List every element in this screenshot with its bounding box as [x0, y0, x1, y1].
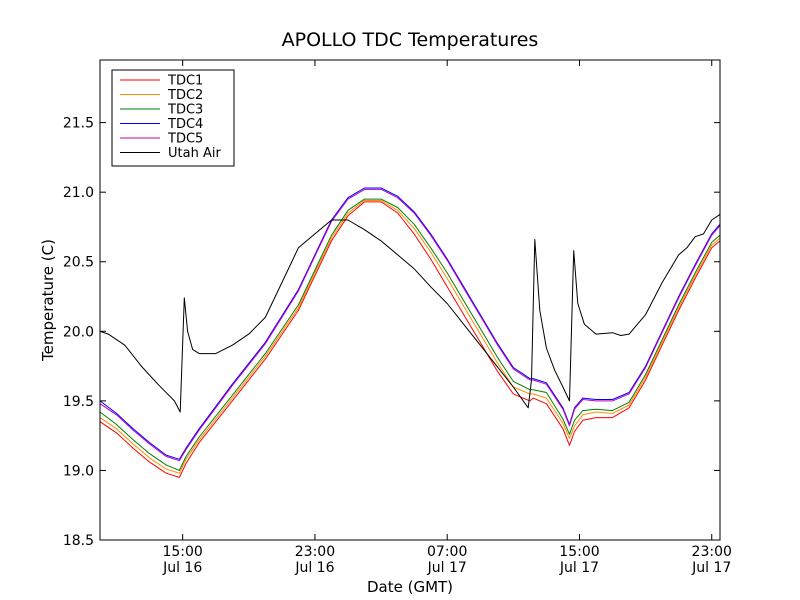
y-axis-title: Temperature (C) — [39, 239, 57, 362]
y-axis: 18.5 19.0 19.5 20.0 20.5 21.0 21.5 — [63, 116, 720, 549]
x-tick-label-time: 23:00 — [295, 544, 335, 560]
legend-label: TDC3 — [167, 103, 203, 118]
legend-label: Utah Air — [168, 146, 221, 161]
x-tick-label-date: Jul 16 — [162, 560, 202, 576]
series-line-tdc4 — [99, 187, 721, 460]
y-tick-label: 18.5 — [63, 533, 94, 549]
series-line-utah-air — [99, 213, 721, 413]
y-tick-label: 20.0 — [63, 324, 94, 340]
y-tick-label: 19.5 — [63, 394, 94, 410]
legend-label: TDC4 — [167, 117, 203, 132]
x-tick-label-date: Jul 16 — [294, 560, 334, 576]
legend-box — [111, 69, 235, 167]
x-axis-title: Date (GMT) — [367, 578, 453, 596]
y-tick-label: 21.5 — [63, 116, 94, 132]
chart-title: APOLLO TDC Temperatures — [282, 29, 539, 51]
x-tick-label-time: 15:00 — [162, 544, 202, 560]
x-tick-label-date: Jul 17 — [691, 560, 731, 576]
legend-label: TDC1 — [167, 74, 203, 89]
y-tick-label: 19.0 — [63, 463, 94, 479]
legend-label: TDC5 — [167, 132, 203, 147]
plot-frame — [99, 59, 721, 541]
y-tick-label: 20.5 — [63, 255, 94, 271]
y-tick-label: 21.0 — [63, 185, 94, 201]
series-line-tdc2 — [99, 200, 721, 474]
x-tick-label-date: Jul 17 — [427, 560, 467, 576]
legend-label: TDC2 — [167, 88, 203, 103]
x-tick-label-time: 15:00 — [559, 544, 599, 560]
x-tick-label-date: Jul 17 — [559, 560, 599, 576]
plot-content — [99, 187, 721, 478]
series-line-tdc5 — [99, 188, 721, 462]
x-tick-label-time: 23:00 — [692, 544, 732, 560]
series-line-tdc3 — [99, 198, 721, 471]
series-line-tdc1 — [99, 201, 721, 478]
x-tick-label-time: 07:00 — [427, 544, 467, 560]
